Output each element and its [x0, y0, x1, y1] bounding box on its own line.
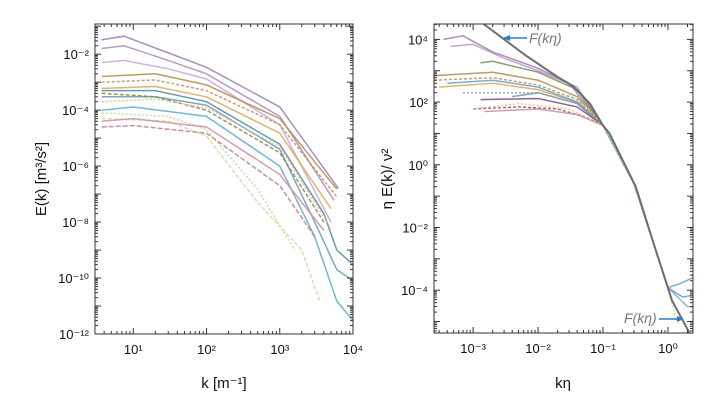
- annotation-top-label: F(kη): [529, 30, 562, 46]
- spectrum-series-line: [101, 117, 325, 231]
- spectrum-series-line: [568, 93, 677, 317]
- y-tick-label: 10⁰: [408, 158, 428, 173]
- left-plot-frame: [94, 23, 354, 335]
- spectrum-series-line: [101, 106, 353, 322]
- y-tick-label: 10²: [409, 95, 428, 110]
- spectrum-series-line: [101, 59, 332, 223]
- x-tick-label: 10²: [197, 342, 216, 357]
- y-tick-label: 10⁻²: [402, 220, 428, 235]
- spectrum-series-line: [463, 91, 604, 126]
- left-panel-energy-spectrum: 10¹ 10² 10³ 10⁴ 10⁻² 10⁻⁴ 10⁻⁶ 10⁻⁸ 10⁻¹⁰ 10⁻¹² k…: [33, 23, 363, 392]
- spectrum-series-line: [480, 60, 604, 126]
- right-series-layer: [434, 24, 693, 333]
- x-tick-label: 10⁻¹: [590, 341, 616, 356]
- spectrum-series-line: [101, 85, 332, 210]
- y-tick-label: 10⁻¹²: [59, 327, 90, 342]
- y-tick-label: 10⁻⁴: [62, 103, 89, 118]
- left-x-axis-label: k [m⁻¹]: [201, 375, 246, 392]
- annotation-top: F(kη): [503, 30, 562, 46]
- spectrum-series-line: [101, 92, 325, 223]
- spectrum-series-line: [101, 73, 338, 190]
- spectrum-series-line: [450, 43, 635, 185]
- right-panel-normalized-spectrum: 10⁻³ 10⁻² 10⁻¹ 10⁰ 10⁴ 10² 10⁰ 10⁻² 10⁻⁴ kη η E(…: [379, 23, 694, 392]
- left-ticks: 10¹ 10² 10³ 10⁴ 10⁻² 10⁻⁴ 10⁻⁶ 10⁻⁸ 10⁻¹⁰ 10⁻¹²: [58, 24, 363, 357]
- y-tick-label: 10⁻⁸: [62, 215, 89, 230]
- x-tick-label: 10⁴: [343, 342, 363, 357]
- x-tick-label: 10⁻²: [525, 341, 551, 356]
- spectrum-series-line: [101, 89, 353, 266]
- spectrum-series-line: [101, 112, 296, 251]
- spectrum-series-line: [602, 125, 693, 308]
- y-tick-label: 10⁻²: [63, 47, 89, 62]
- spectrum-series-line: [101, 79, 338, 198]
- x-tick-label: 10³: [270, 342, 289, 357]
- y-tick-label: 10⁻⁴: [401, 283, 428, 298]
- spectrum-series-line: [101, 35, 339, 189]
- annotation-top-arrowhead: [503, 35, 510, 41]
- spectrum-series-line: [101, 98, 332, 229]
- annotation-bottom-label: F(kη): [624, 310, 657, 326]
- x-tick-label: 10⁰: [658, 341, 678, 356]
- right-x-axis-label: kη: [555, 375, 571, 392]
- x-tick-label: 10⁻³: [460, 341, 486, 356]
- y-tick-label: 10⁻¹⁰: [58, 271, 89, 286]
- spectrum-series-line: [447, 79, 693, 289]
- y-tick-label: 10⁻⁶: [62, 159, 89, 174]
- spectrum-series-line: [101, 96, 353, 282]
- left-y-axis-label: E(k) [m³/s²]: [33, 142, 50, 216]
- x-tick-label: 10¹: [124, 342, 143, 357]
- spectrum-series-line: [473, 106, 604, 127]
- right-y-axis-label: η E(k)/ ν²: [379, 149, 396, 210]
- spectrum-series-line: [101, 124, 316, 238]
- spectrum-series-line: [480, 97, 604, 127]
- y-tick-label: 10⁴: [408, 32, 428, 47]
- right-plot-frame: [433, 23, 694, 334]
- spectrum-series-line: [484, 108, 604, 127]
- annotation-bottom: F(kη): [624, 310, 684, 326]
- left-series-layer: [101, 35, 353, 322]
- annotation-bottom-arrowhead: [677, 316, 684, 322]
- spectrum-series-line: [101, 117, 321, 302]
- reference-curve-F: [483, 24, 691, 333]
